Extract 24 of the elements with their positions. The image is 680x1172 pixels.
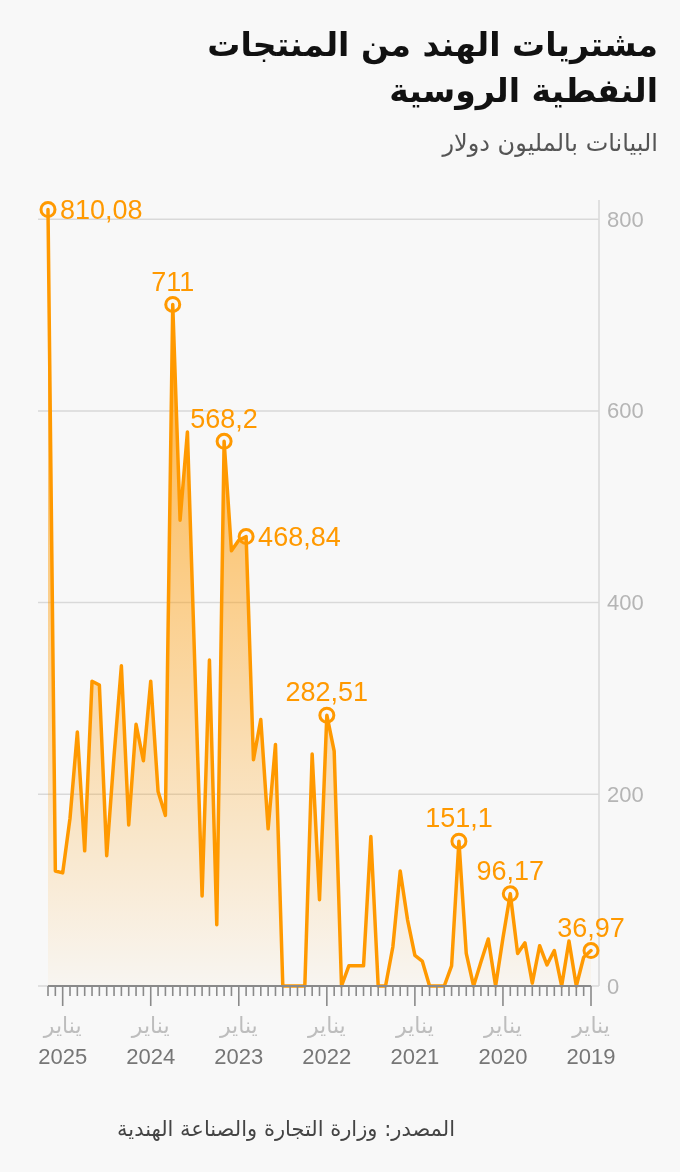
y-tick-label: 800 [607,206,644,232]
y-tick-label: 400 [607,590,644,616]
data-label: 282,51 [285,677,369,708]
point [318,706,336,724]
point [501,885,519,903]
data-label: 151,1 [425,803,493,834]
point [215,432,233,450]
point [39,201,57,219]
point [582,942,600,960]
data-label: 468,84 [258,521,341,552]
y-tick-label: 0 [607,973,620,999]
y-tick-label: 600 [607,398,644,424]
chart-title: مشتريات الهند من المنتجات النفطية الروسية [206,24,658,113]
data-label: 711 [151,266,195,297]
point [164,295,182,313]
data-label: 810,08 [60,194,143,225]
text: المصدر: وزارة التجارة والصناعة الهندية [117,1116,455,1143]
point [450,832,468,850]
y-tick-label: 200 [607,781,644,807]
chart-subtitle: البيانات بالمليون دولار [442,128,658,159]
point [237,528,255,546]
data-label: 568,2 [190,403,258,434]
data-label: 96,17 [476,856,545,887]
data-label: 36,97 [557,912,625,943]
